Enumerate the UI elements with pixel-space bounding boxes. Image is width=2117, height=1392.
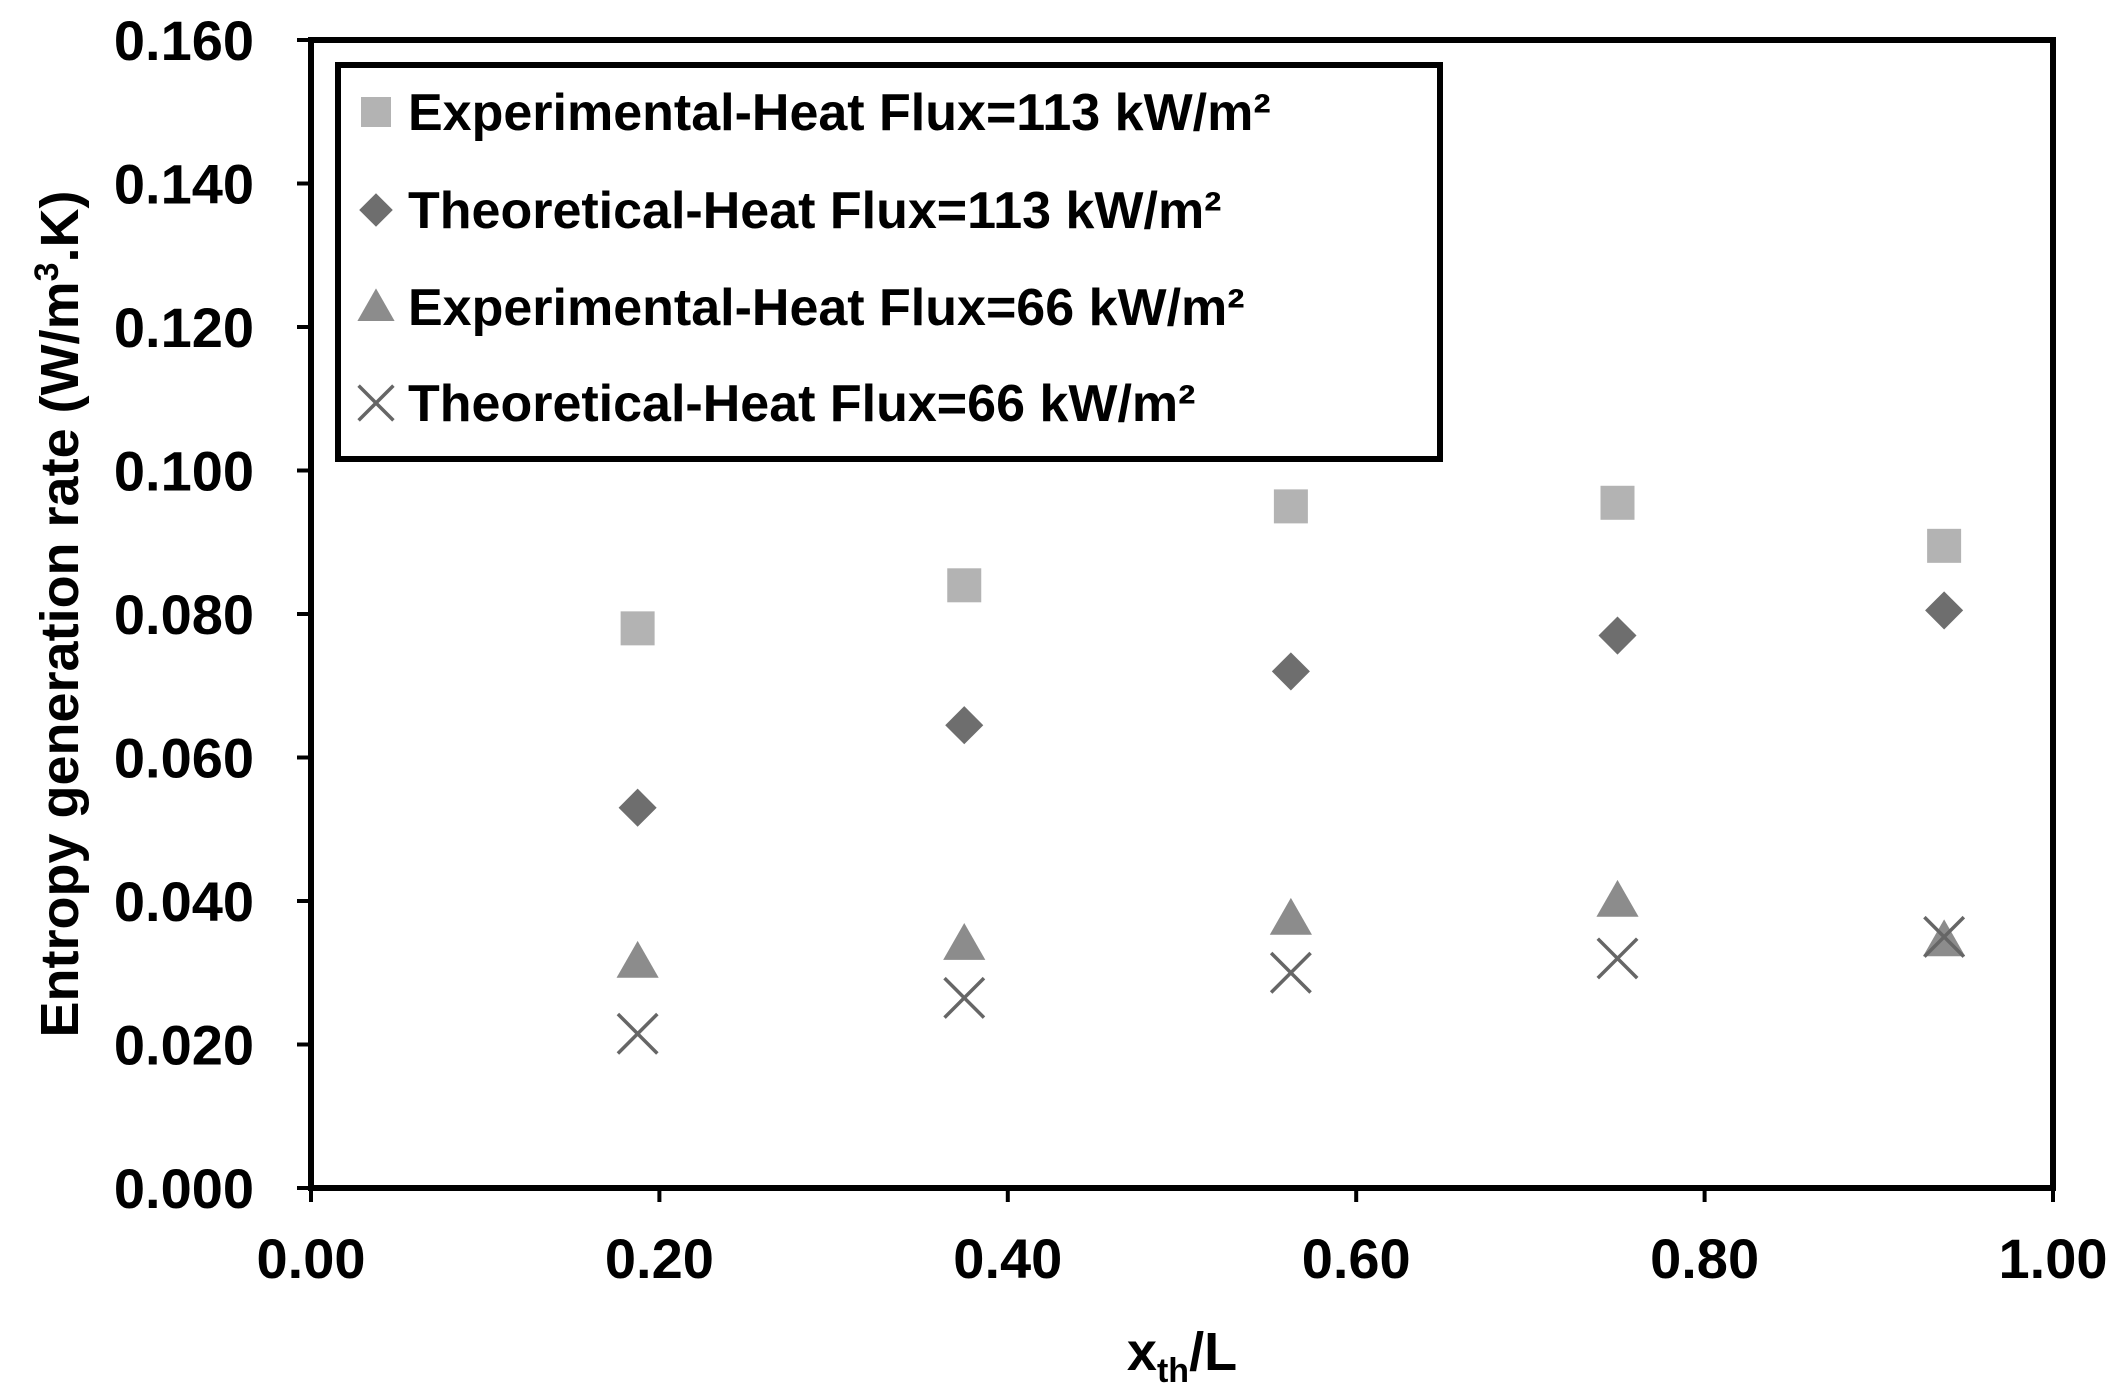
- y-tick-label: 0.100: [114, 440, 254, 503]
- y-axis-ticks: 0.000 0.020 0.040 0.060 0.080 0.100 0.120 0.140…: [114, 9, 311, 1220]
- data-point: [1269, 951, 1312, 994]
- data-point: [1600, 485, 1635, 520]
- data-point: [1271, 652, 1310, 691]
- data-point: [616, 1012, 659, 1055]
- y-tick-label: 0.160: [114, 9, 254, 72]
- data-point: [620, 611, 655, 646]
- data-point: [945, 706, 984, 745]
- data-point: [1923, 915, 1966, 958]
- y-axis-label-main: Entropy generation rate (W/m: [30, 281, 90, 1037]
- data-point: [1273, 489, 1308, 524]
- x-axis-ticks: 0.00 0.20 0.40 0.60 0.80 1.00: [257, 1188, 2108, 1290]
- legend-label: Experimental-Heat Flux=66 kW/m²: [408, 279, 1245, 337]
- legend-marker: [357, 288, 395, 321]
- data-point: [616, 940, 659, 978]
- x-axis-label-subscript: th: [1157, 1352, 1189, 1390]
- legend-box: [335, 62, 1443, 462]
- x-axis-label: xth/L: [1127, 1322, 1237, 1390]
- y-tick-label: 0.080: [114, 583, 254, 646]
- y-tick-label: 0.060: [114, 727, 254, 790]
- x-tick-label: 0.80: [1650, 1227, 1759, 1290]
- legend-marker: [357, 384, 395, 422]
- data-point: [943, 922, 986, 960]
- y-axis-label-superscript: 3: [28, 262, 66, 281]
- y-tick-label: 0.000: [114, 1157, 254, 1220]
- data-point: [1927, 528, 1962, 563]
- x-axis-label-main: x: [1127, 1322, 1157, 1382]
- x-axis-label-tail: /L: [1189, 1322, 1237, 1382]
- legend-marker: [359, 193, 393, 227]
- legend: Experimental-Heat Flux=113 kW/m² Theoreti…: [335, 62, 1443, 462]
- x-tick-label: 0.60: [1302, 1227, 1411, 1290]
- legend-label: Theoretical-Heat Flux=66 kW/m²: [408, 375, 1195, 433]
- data-point: [947, 568, 982, 603]
- data-point: [1596, 879, 1639, 917]
- data-point: [1925, 591, 1964, 630]
- data-point: [1269, 897, 1312, 935]
- x-tick-label: 0.20: [605, 1227, 714, 1290]
- y-tick-label: 0.040: [114, 870, 254, 933]
- data-points: [616, 485, 1966, 1055]
- y-axis-label: Entropy generation rate (W/m3.K): [28, 191, 90, 1038]
- x-tick-label: 0.00: [257, 1227, 366, 1290]
- data-point: [1598, 616, 1637, 655]
- legend-label: Experimental-Heat Flux=113 kW/m²: [408, 84, 1271, 142]
- legend-label: Theoretical-Heat Flux=113 kW/m²: [408, 182, 1222, 240]
- data-point: [1596, 937, 1639, 980]
- x-tick-label: 1.00: [1999, 1227, 2108, 1290]
- data-point: [618, 788, 657, 827]
- legend-marker: [361, 97, 391, 127]
- legend-items: Experimental-Heat Flux=113 kW/m² Theoreti…: [357, 84, 1271, 433]
- data-point: [943, 976, 986, 1019]
- y-tick-label: 0.020: [114, 1014, 254, 1077]
- y-axis-label-tail: .K): [30, 191, 90, 263]
- y-tick-label: 0.120: [114, 296, 254, 359]
- x-tick-label: 0.40: [953, 1227, 1062, 1290]
- y-tick-label: 0.140: [114, 153, 254, 216]
